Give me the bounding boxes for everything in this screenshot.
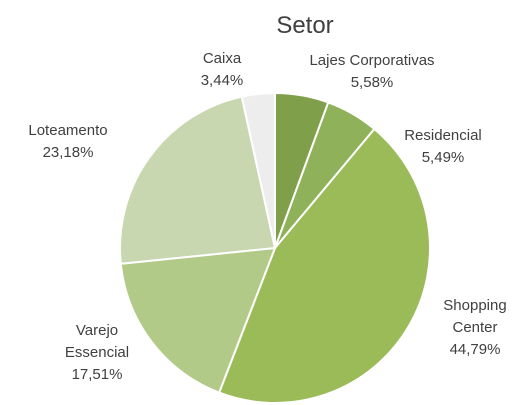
pie-slice <box>119 246 277 394</box>
category-label: Shopping Center <box>443 297 507 336</box>
slice-label: Caixa 3,44% <box>182 48 262 92</box>
category-label: Caixa <box>202 50 242 67</box>
slice-label: Loteamento 23,18% <box>8 120 128 164</box>
pie-slice <box>119 95 277 265</box>
value-label: 3,44% <box>200 72 244 89</box>
pie-slice <box>217 127 431 404</box>
slice-label: Varejo Essencial 17,51% <box>52 320 142 386</box>
value-label: 17,51% <box>71 366 123 383</box>
category-label: Varejo Essencial <box>64 322 130 361</box>
value-label: 5,49% <box>421 149 465 166</box>
value-label: 23,18% <box>42 144 94 161</box>
slice-label: Lajes Corporativas 5,58% <box>292 50 452 94</box>
category-label: Residencial <box>404 127 482 144</box>
slice-label: Shopping Center 44,79% <box>430 295 520 361</box>
value-label: 5,58% <box>350 74 394 91</box>
category-label: Loteamento <box>28 122 108 139</box>
chart-title: Setor <box>276 12 334 39</box>
value-label: 44,79% <box>449 341 501 358</box>
category-label: Lajes Corporativas <box>309 52 435 69</box>
pie-slice <box>240 91 276 249</box>
slice-label: Residencial 5,49% <box>383 125 503 169</box>
